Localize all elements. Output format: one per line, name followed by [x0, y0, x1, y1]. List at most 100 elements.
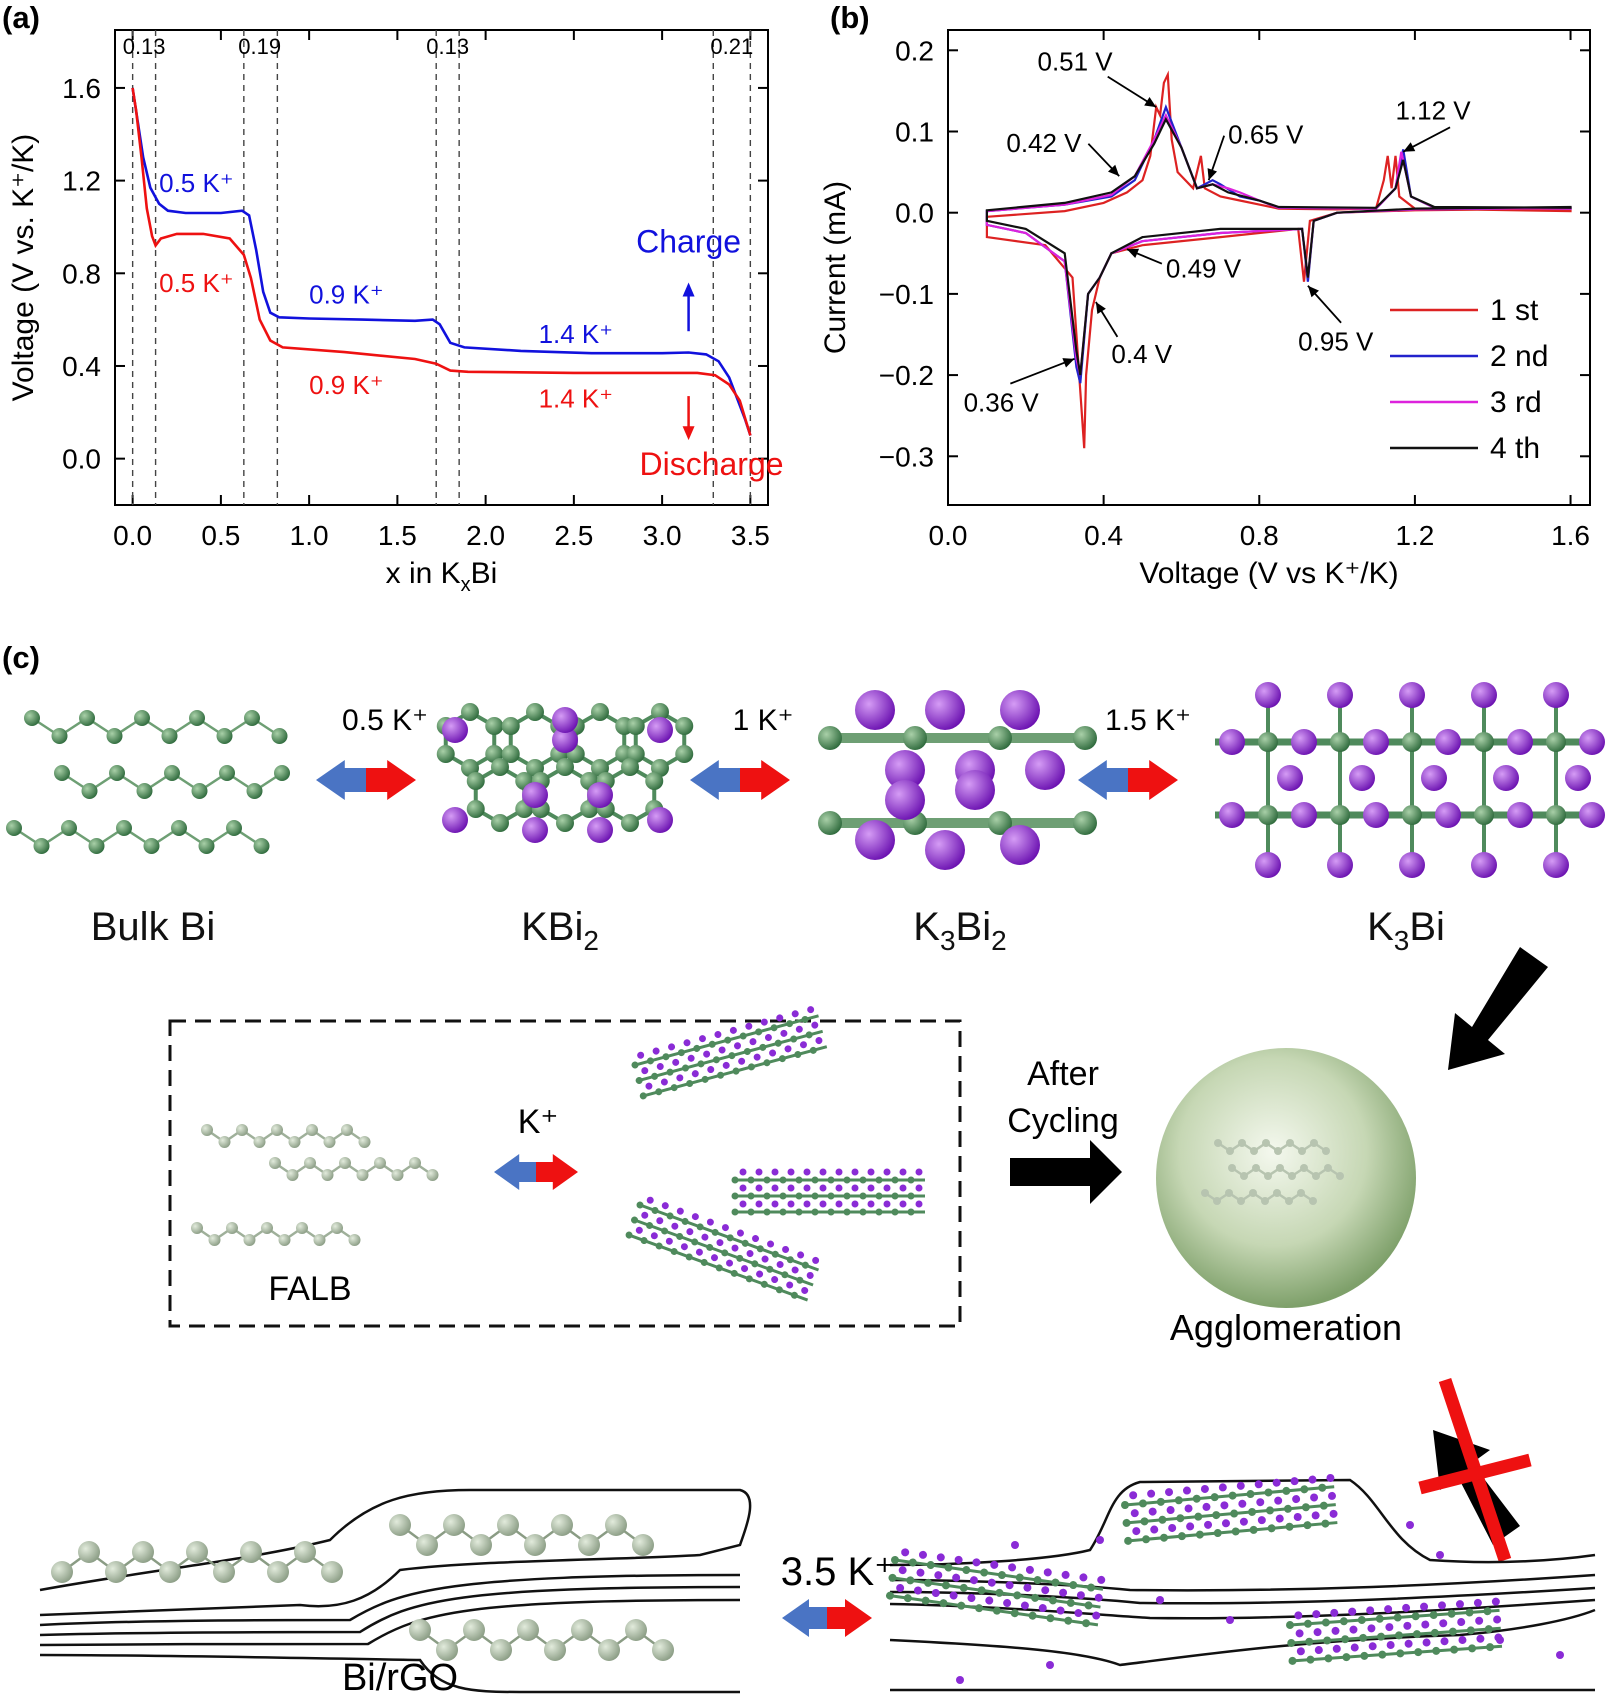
- k3bi-k-atom: [1543, 682, 1569, 708]
- cluster-k-atom: [867, 1184, 875, 1192]
- stage-name-k3bi: K3Bi: [1367, 905, 1445, 956]
- cluster-bi-atom: [1013, 1591, 1022, 1600]
- cluster-k-atom: [721, 1224, 729, 1232]
- cluster-k-atom: [1329, 1509, 1338, 1518]
- cluster-k-atom: [791, 1010, 799, 1018]
- sphere-chain-1-atom: [1322, 1147, 1330, 1155]
- cluster-k-atom: [1295, 1629, 1304, 1638]
- cluster-k-atom: [1368, 1642, 1377, 1651]
- plateau-annotation: 0.5 K⁺: [159, 168, 233, 198]
- charge-arrow-head: [682, 282, 695, 297]
- cluster-bi-atom: [775, 1286, 783, 1294]
- bi-chain-top-atom: [389, 1514, 411, 1536]
- cluster-k-atom: [695, 1248, 703, 1256]
- kbi2-k-atom: [552, 707, 578, 733]
- cluster-bi-atom: [827, 1192, 835, 1200]
- k3bi2-k-atom: [885, 780, 925, 820]
- bi-chain-bottom-atom: [571, 1619, 593, 1641]
- double-arrow-left: [1078, 760, 1128, 800]
- cluster-k-atom: [1168, 1523, 1177, 1532]
- cluster-k-atom: [1493, 1615, 1502, 1624]
- stage-fraction-label: 0.19: [238, 34, 281, 59]
- cluster-bi-atom: [693, 1044, 701, 1052]
- cluster-k-atom: [764, 1034, 772, 1042]
- cluster-bi-atom: [924, 1578, 933, 1587]
- sphere-chain-2-atom: [1336, 1172, 1344, 1180]
- falb-chain-2-atom: [426, 1169, 439, 1181]
- agglomeration-label: Agglomeration: [1170, 1307, 1402, 1348]
- bi-chain-bottom-atom: [544, 1639, 566, 1661]
- cluster-k-atom: [1148, 1507, 1157, 1516]
- cluster-bi-atom: [1483, 1607, 1492, 1616]
- falb-chain-2-atom: [374, 1157, 386, 1169]
- y-tick-label: −0.3: [879, 441, 934, 472]
- cluster-k-atom: [883, 1200, 891, 1208]
- x-axis-label: Voltage (V vs K⁺/K): [1139, 557, 1398, 590]
- cluster-k-atom: [913, 1586, 922, 1595]
- cluster-k-atom: [707, 1066, 715, 1074]
- cluster-k-atom: [1421, 1620, 1430, 1629]
- kbi2-bi-atom: [485, 717, 504, 735]
- k3bi-k-atom: [1255, 852, 1281, 878]
- cluster-k-atom: [835, 1184, 843, 1192]
- cluster-bi-atom: [708, 1040, 716, 1048]
- k3bi-bi-atom: [1258, 805, 1278, 825]
- cluster-bi-atom: [1342, 1653, 1351, 1662]
- peak-arrow-head: [1095, 302, 1106, 314]
- cluster-bi-atom: [655, 1242, 663, 1250]
- bi-chain-bottom-atom: [436, 1639, 458, 1661]
- bulk-bi-chain-1-atom: [189, 710, 205, 726]
- cluster-k-atom: [901, 1548, 910, 1557]
- cluster-bi-atom: [1084, 1601, 1093, 1610]
- cluster-k-atom: [1274, 1496, 1283, 1505]
- cluster-k-atom: [1079, 1573, 1088, 1582]
- k3bi-k-atom: [1507, 802, 1533, 828]
- legend-entry: 3 rd: [1490, 386, 1542, 419]
- bulk-bi-chain-3-atom: [116, 820, 132, 836]
- bi-chain-bottom-bonds: [419, 1628, 664, 1652]
- bulk-bi-chain-3-atom: [6, 820, 22, 836]
- cluster-bi-atom: [751, 1260, 759, 1268]
- cluster-bi-atom: [747, 1208, 755, 1216]
- cluster-k-atom: [835, 1200, 843, 1208]
- cluster-k-atom: [915, 1200, 923, 1208]
- cluster-bi-atom: [741, 1239, 749, 1247]
- cluster-k-atom: [835, 1168, 843, 1176]
- cluster-bi-atom: [1357, 1615, 1366, 1624]
- k3bi2-bi-atom: [1073, 811, 1097, 835]
- cluster-bi-atom: [1028, 1611, 1037, 1620]
- k3bi-k-atom: [1327, 682, 1353, 708]
- cluster-bi-atom: [1266, 1506, 1275, 1515]
- cluster-k-atom: [1331, 1626, 1340, 1635]
- k3bi2-k-atom: [955, 770, 995, 810]
- cluster-k-atom: [767, 1240, 775, 1248]
- bulk-bi-chain-1-bonds: [31, 716, 281, 738]
- sphere-chain-3-atom: [1213, 1197, 1221, 1205]
- kbi2-k-atom: [552, 727, 578, 753]
- k3bi-k-atom: [1291, 729, 1317, 755]
- stage-name-kbi2: KBi2: [521, 905, 599, 956]
- falb-potassiated-cluster: [625, 1196, 820, 1302]
- cluster-bi-atom: [885, 1591, 894, 1600]
- cluster-bi-atom: [639, 1092, 647, 1100]
- cluster-bi-atom: [1341, 1635, 1350, 1644]
- k3bi-k-atom: [1399, 852, 1425, 878]
- cluster-k-atom: [645, 1082, 653, 1090]
- cluster-k-atom: [741, 1265, 749, 1273]
- cluster-bi-atom: [682, 1064, 690, 1072]
- cluster-k-atom: [786, 1281, 794, 1289]
- cluster-bi-atom: [1466, 1626, 1475, 1635]
- bulk-bi-chain-2-atom: [81, 783, 98, 799]
- sphere-chain-3-atom: [1273, 1189, 1281, 1197]
- k3bi2-k-atom: [1000, 825, 1040, 865]
- cluster-k-atom: [1023, 1583, 1032, 1592]
- kbi2-bi-atom: [461, 703, 479, 721]
- kbi2-bi-atom: [491, 814, 509, 832]
- cluster-k-atom: [641, 1067, 649, 1075]
- falb-chain-1-atom: [271, 1124, 283, 1136]
- cluster-k-atom: [641, 1211, 649, 1219]
- k3bi2-k-atom: [885, 750, 925, 790]
- falb-chain-3-atom: [313, 1234, 326, 1246]
- bi-chain-middle-atom: [51, 1561, 73, 1583]
- cluster-bi-atom: [790, 1035, 798, 1043]
